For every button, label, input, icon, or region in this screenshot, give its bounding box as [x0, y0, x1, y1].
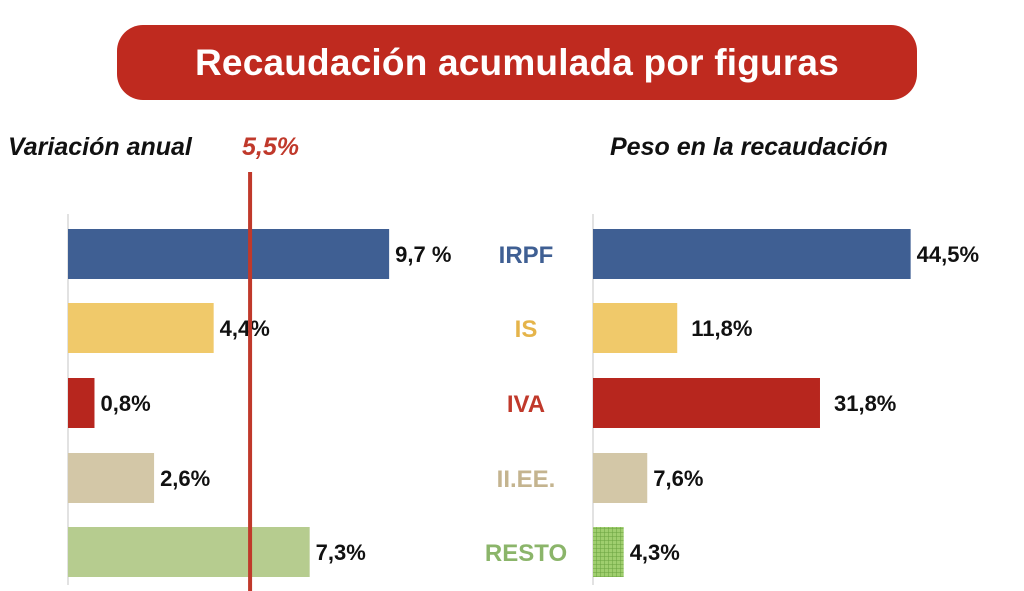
- value-label-variation-is: 4,4%: [220, 316, 270, 341]
- bar-variation-iva: [68, 378, 95, 428]
- bar-weight-iva: [593, 378, 820, 428]
- reference-line-label: 5,5%: [242, 133, 299, 161]
- bar-weight-resto: [593, 527, 624, 577]
- bar-weight-ii-ee: [593, 453, 648, 503]
- bar-variation-is: [68, 303, 214, 353]
- category-label-resto: RESTO: [485, 540, 567, 567]
- value-label-variation-iva: 0,8%: [100, 391, 150, 416]
- bar-variation-resto: [68, 527, 310, 577]
- category-label-iva: IVA: [507, 391, 545, 418]
- right-chart-title: Peso en la recaudación: [610, 133, 888, 161]
- bar-variation-ii-ee: [68, 453, 155, 503]
- category-label-is: IS: [515, 316, 538, 343]
- value-label-weight-is: 11,8%: [691, 316, 752, 341]
- category-label-ii-ee: II.EE.: [497, 466, 556, 493]
- value-label-weight-ii-ee: 7,6%: [653, 466, 703, 491]
- value-label-variation-irpf: 9,7 %: [395, 242, 451, 267]
- value-label-variation-ii-ee: 2,6%: [160, 466, 210, 491]
- bar-variation-irpf: [68, 229, 390, 279]
- title-banner: Recaudación acumulada por figuras: [117, 25, 917, 100]
- category-label-irpf: IRPF: [499, 242, 554, 269]
- value-label-weight-iva: 31,8%: [834, 391, 896, 416]
- bar-weight-is: [593, 303, 678, 353]
- bar-weight-irpf: [593, 229, 911, 279]
- left-chart-title: Variación anual: [8, 133, 192, 161]
- value-label-variation-resto: 7,3%: [316, 540, 366, 565]
- value-label-weight-resto: 4,3%: [630, 540, 680, 565]
- value-label-weight-irpf: 44,5%: [917, 242, 979, 267]
- chart-title: Recaudación acumulada por figuras: [195, 41, 839, 83]
